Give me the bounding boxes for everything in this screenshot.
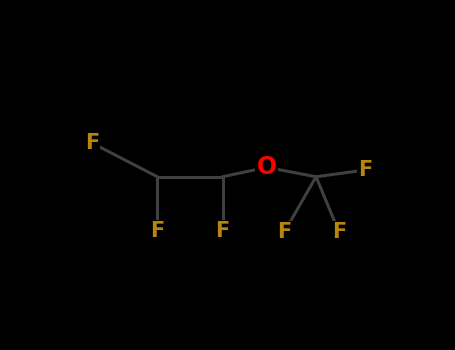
Text: F: F — [216, 220, 230, 241]
Text: F: F — [277, 222, 292, 242]
Text: F: F — [332, 222, 346, 242]
Text: F: F — [358, 160, 373, 180]
Text: F: F — [150, 220, 165, 241]
Text: F: F — [85, 133, 99, 153]
Text: O: O — [257, 155, 277, 179]
